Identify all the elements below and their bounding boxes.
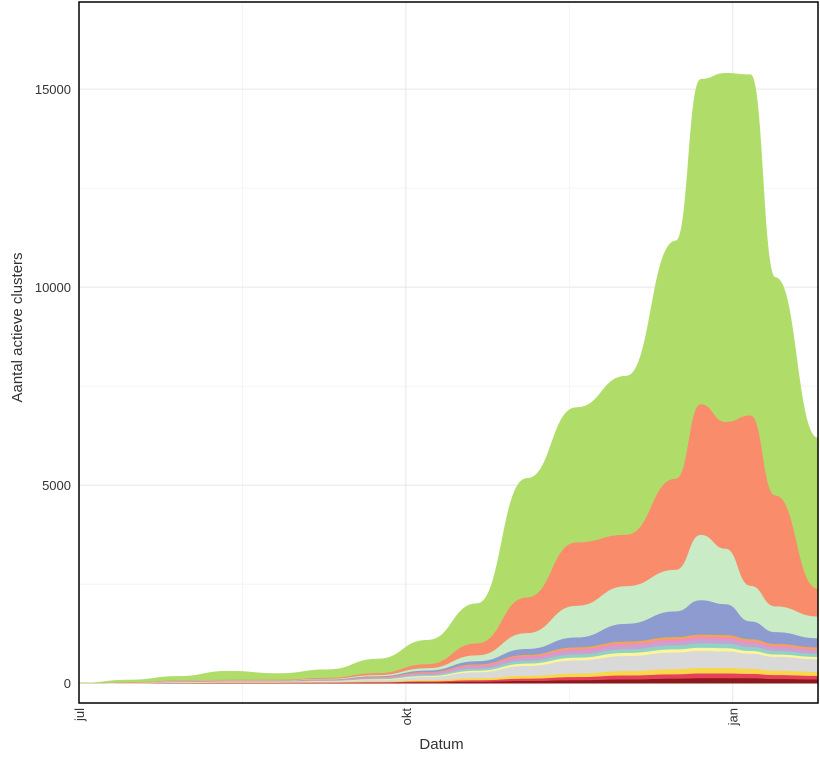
y-tick-label: 0 [64, 676, 71, 691]
areas [78, 73, 819, 684]
x-tick-label: jul [72, 708, 87, 722]
y-tick-label: 15000 [35, 82, 71, 97]
x-tick-label: okt [399, 708, 414, 726]
x-tick-label: jan [726, 708, 741, 726]
y-axis-label: Aantal actieve clusters [9, 252, 26, 402]
x-axis-ticks: jul okt jan [72, 708, 741, 727]
y-tick-label: 10000 [35, 280, 71, 295]
panel-border [78, 1, 819, 704]
y-axis-ticks: 0 5000 10000 15000 [35, 82, 71, 691]
y-tick-label: 5000 [42, 478, 71, 493]
area-series-13 [78, 73, 819, 684]
x-axis-label: Datum [419, 736, 463, 753]
